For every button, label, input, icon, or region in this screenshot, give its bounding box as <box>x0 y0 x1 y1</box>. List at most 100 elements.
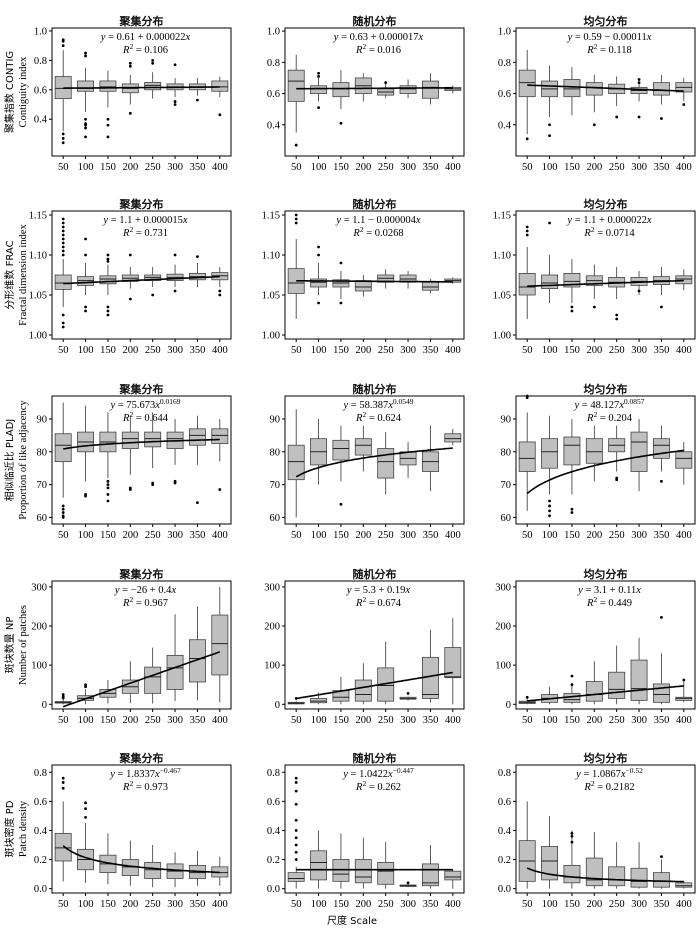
x-tick-label: 350 <box>190 345 206 356</box>
y-tick-label: 70 <box>501 480 512 491</box>
outlier-point <box>317 253 320 257</box>
outlier-point <box>106 123 110 127</box>
panel-title: 均匀分布 <box>584 14 628 28</box>
outlier-point <box>84 51 87 55</box>
box-250 <box>608 76 626 119</box>
plot-frame <box>51 395 232 525</box>
iqr-box <box>563 864 581 884</box>
iqr-box <box>444 870 462 881</box>
x-tick-label: 300 <box>631 715 647 726</box>
plot-frame <box>515 580 696 710</box>
box-150 <box>563 830 581 889</box>
box-100 <box>310 418 328 485</box>
box-50 <box>54 38 72 145</box>
iqr-box <box>421 80 439 99</box>
box-400 <box>675 881 693 889</box>
outlier-point <box>548 134 551 138</box>
box-400 <box>444 428 462 446</box>
outlier-point <box>196 501 199 505</box>
r-squared: R2 = 0.2182 <box>583 779 634 793</box>
y-tick-label: 0.6 <box>34 85 47 96</box>
box-300 <box>630 842 648 889</box>
outlier-point <box>196 98 199 102</box>
regression-equation: y = 58.387x0.0549 <box>342 397 413 411</box>
box-350 <box>652 267 670 309</box>
y-tick-label: 0.8 <box>34 768 47 779</box>
x-tick-label: 200 <box>355 162 371 173</box>
iqr-box <box>608 866 626 887</box>
outlier-point <box>294 789 298 793</box>
outlier-point <box>128 61 132 65</box>
outlier-point <box>660 305 663 309</box>
x-tick-label: 150 <box>100 715 116 726</box>
outlier-point <box>339 261 343 265</box>
box-50 <box>518 225 536 319</box>
box-250 <box>608 267 626 321</box>
x-tick-label: 400 <box>212 530 228 541</box>
box-50 <box>54 776 72 882</box>
iqr-box <box>541 846 559 881</box>
x-tick-label: 400 <box>676 715 692 726</box>
plot-frame <box>284 210 465 340</box>
box-200 <box>585 661 603 705</box>
x-tick-label: 150 <box>333 162 349 173</box>
x-tick-label: 50 <box>291 162 302 173</box>
y-tick-label: 0.8 <box>498 58 511 69</box>
box-400 <box>444 277 462 284</box>
iqr-box <box>541 438 559 469</box>
box-50 <box>518 695 536 705</box>
outlier-point <box>317 74 320 78</box>
outlier-point <box>151 293 155 297</box>
box-50 <box>518 49 536 141</box>
box-50 <box>54 693 72 705</box>
outlier-point <box>660 117 663 120</box>
iqr-box <box>144 431 162 448</box>
iqr-box <box>99 80 117 92</box>
box-200 <box>121 840 139 886</box>
iqr-box <box>310 850 328 881</box>
outlier-point <box>406 881 410 885</box>
box-400 <box>211 586 229 703</box>
y-tick-label: 1.0 <box>498 27 511 38</box>
row-label-en: Fractal dimension index <box>18 224 29 326</box>
box-350 <box>188 255 206 287</box>
outlier-point <box>61 504 65 508</box>
y-tick-label: 0.6 <box>498 89 511 100</box>
x-tick-label: 150 <box>564 715 580 726</box>
box-150 <box>563 674 581 705</box>
plot-frame <box>284 764 465 894</box>
box-50 <box>54 402 72 519</box>
y-tick-label: 1.0 <box>267 27 280 38</box>
box-50 <box>287 213 305 319</box>
outlier-point <box>570 674 574 678</box>
y-tick-label: 0.4 <box>267 826 281 837</box>
box-150 <box>332 261 350 305</box>
box-250 <box>377 432 395 495</box>
outlier-point <box>339 502 343 506</box>
box-50 <box>287 54 305 147</box>
row-label-en: Number of patches <box>18 605 29 685</box>
y-tick-label: 60 <box>270 513 281 524</box>
regression-equation: y = 1.8337x−0.467 <box>109 766 181 780</box>
x-tick-label: 100 <box>542 530 558 541</box>
x-tick-label: 400 <box>445 899 461 910</box>
r-squared: R2 = 0.644 <box>122 410 169 424</box>
y-tick-label: 80 <box>270 447 281 458</box>
iqr-box <box>54 274 72 290</box>
iqr-box <box>444 647 462 679</box>
outlier-point <box>570 683 574 687</box>
outlier-point <box>548 509 551 513</box>
plot-frame <box>284 580 465 710</box>
outlier-point <box>682 103 686 106</box>
iqr-box <box>354 859 372 884</box>
iqr-box <box>144 82 162 91</box>
x-tick-label: 50 <box>291 345 302 356</box>
outlier-point <box>106 305 110 309</box>
panel-title: 随机分布 <box>353 197 397 211</box>
outlier-point <box>84 683 87 687</box>
outlier-point <box>294 781 298 784</box>
r-squared: R2 = 0.967 <box>122 595 168 609</box>
y-tick-label: 200 <box>31 622 47 633</box>
trend-line <box>527 84 684 92</box>
x-tick-label: 350 <box>190 162 206 173</box>
